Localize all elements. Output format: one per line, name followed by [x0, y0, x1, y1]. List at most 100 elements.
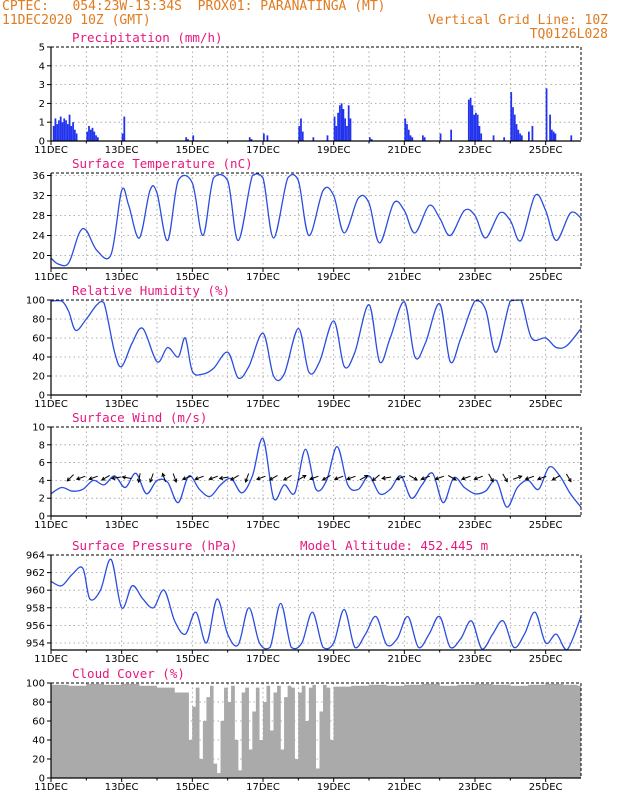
y-tick-label: 60 [32, 717, 45, 728]
panel-background [51, 555, 581, 650]
cloud-cover-bar [199, 759, 203, 778]
x-tick-label: 17DEC [246, 145, 280, 156]
cloud-cover-bar [241, 692, 246, 778]
precip-bar [549, 114, 551, 141]
cloud-cover-bar [263, 702, 267, 778]
y-tick-label: 6 [39, 458, 45, 469]
precip-bar [550, 129, 553, 141]
y-tick-label: 60 [32, 334, 45, 345]
wind-arrow-shaft [297, 475, 307, 481]
y-tick-label: 3 [39, 80, 45, 91]
precip-bar [89, 129, 92, 141]
precip-bar [473, 114, 475, 141]
precip-bar [250, 139, 253, 141]
precip-bar [73, 129, 76, 141]
wind-arrow-shaft [502, 473, 508, 482]
cloud-cover-bar [284, 697, 288, 778]
panel-title: Relative Humidity (%) [72, 283, 230, 298]
x-tick-label: 23DEC [458, 520, 492, 531]
precip-bar [404, 118, 407, 141]
cloud-cover-bar [316, 768, 320, 778]
cloud-cover-bar [528, 684, 546, 778]
wind-arrow-head [551, 476, 556, 481]
wind-arrow [208, 475, 218, 481]
precip-bar [503, 137, 506, 141]
precip-bar [528, 131, 530, 141]
x-tick-label: 15DEC [175, 399, 209, 410]
x-tick-label: 17DEC [246, 272, 280, 283]
cloud-cover-bar [245, 687, 249, 778]
precip-bar [513, 114, 516, 141]
precip-bar [63, 118, 66, 141]
precip-bar [512, 107, 514, 141]
precip-bar [347, 105, 350, 141]
wind-arrow-shaft [76, 475, 86, 480]
wind-arrow-shaft [111, 476, 121, 480]
wind-arrow-head [256, 476, 261, 481]
x-tick-label: 21DEC [387, 399, 421, 410]
precip-bar [338, 105, 341, 141]
x-tick-label: 13DEC [105, 272, 139, 283]
wind-arrow [551, 475, 561, 481]
panel-background [51, 47, 581, 141]
cloud-cover-bar [545, 683, 564, 778]
panel-4: 0 2 4 6 8 10 11DEC 13DEC 15DEC 17DEC 19DEC 21DEC 23D… [32, 410, 582, 531]
cloud-cover-bar [277, 685, 281, 778]
y-tick-label: 100 [26, 679, 45, 690]
y-tick-label: 40 [32, 736, 45, 747]
wind-arrow-shaft [209, 475, 218, 480]
x-tick-label: 23DEC [458, 399, 492, 410]
wind-arrow [88, 475, 98, 481]
precip-bar [409, 135, 412, 141]
wind-arrow-head [364, 474, 369, 479]
precip-bar [56, 124, 59, 141]
wind-arrow [513, 475, 523, 480]
precip-bar [61, 122, 64, 141]
y-tick-label: 20 [32, 251, 45, 262]
precip-bar [263, 133, 265, 141]
cloud-cover-bar [206, 697, 210, 778]
y-tick-label: 36 [32, 171, 45, 182]
x-tick-label: 13DEC [105, 520, 139, 531]
cloud-cover-bar [308, 687, 313, 778]
precip-bar [450, 129, 453, 141]
wind-arrow-head [309, 476, 314, 481]
precip-bar [545, 88, 548, 141]
precip-bar [248, 137, 251, 141]
wind-arrow-head [244, 478, 249, 483]
x-tick-label: 19DEC [317, 145, 351, 156]
x-tick-label: 23DEC [458, 654, 492, 665]
wind-arrow-head [395, 476, 401, 481]
precip-bar [65, 120, 67, 141]
cloud-cover-bar [369, 684, 387, 778]
precip-bar [406, 124, 408, 141]
x-tick-label: 21DEC [387, 145, 421, 156]
wind-arrow-head [194, 476, 199, 481]
wind-arrow [121, 475, 132, 480]
precip-bar [70, 125, 73, 141]
wind-arrow [181, 475, 192, 481]
precip-bar [95, 135, 97, 141]
x-tick-label: 25DEC [529, 782, 563, 793]
wind-arrow [321, 475, 331, 481]
cloud-cover-bar [386, 685, 405, 778]
x-tick-label: 19DEC [317, 272, 351, 283]
cloud-cover-bar [255, 687, 260, 778]
x-tick-label: 11DEC [34, 654, 68, 665]
wind-arrow-head [452, 476, 457, 481]
precip-bar [519, 133, 521, 141]
wind-arrow [447, 475, 457, 481]
wind-arrow [172, 473, 178, 483]
x-tick-label: 21DEC [387, 654, 421, 665]
wind-arrow-shaft [382, 476, 392, 480]
y-tick-label: 10 [32, 423, 45, 434]
wind-arrow-shaft [359, 475, 368, 481]
cloud-cover-bar [492, 684, 511, 778]
x-tick-label: 15DEC [175, 520, 209, 531]
cloud-cover-bar [202, 721, 207, 778]
precip-bar [312, 137, 315, 141]
precip-bar [68, 114, 71, 141]
x-tick-label: 21DEC [387, 272, 421, 283]
x-tick-label: 23DEC [458, 782, 492, 793]
wind-arrow-shaft [474, 475, 483, 480]
